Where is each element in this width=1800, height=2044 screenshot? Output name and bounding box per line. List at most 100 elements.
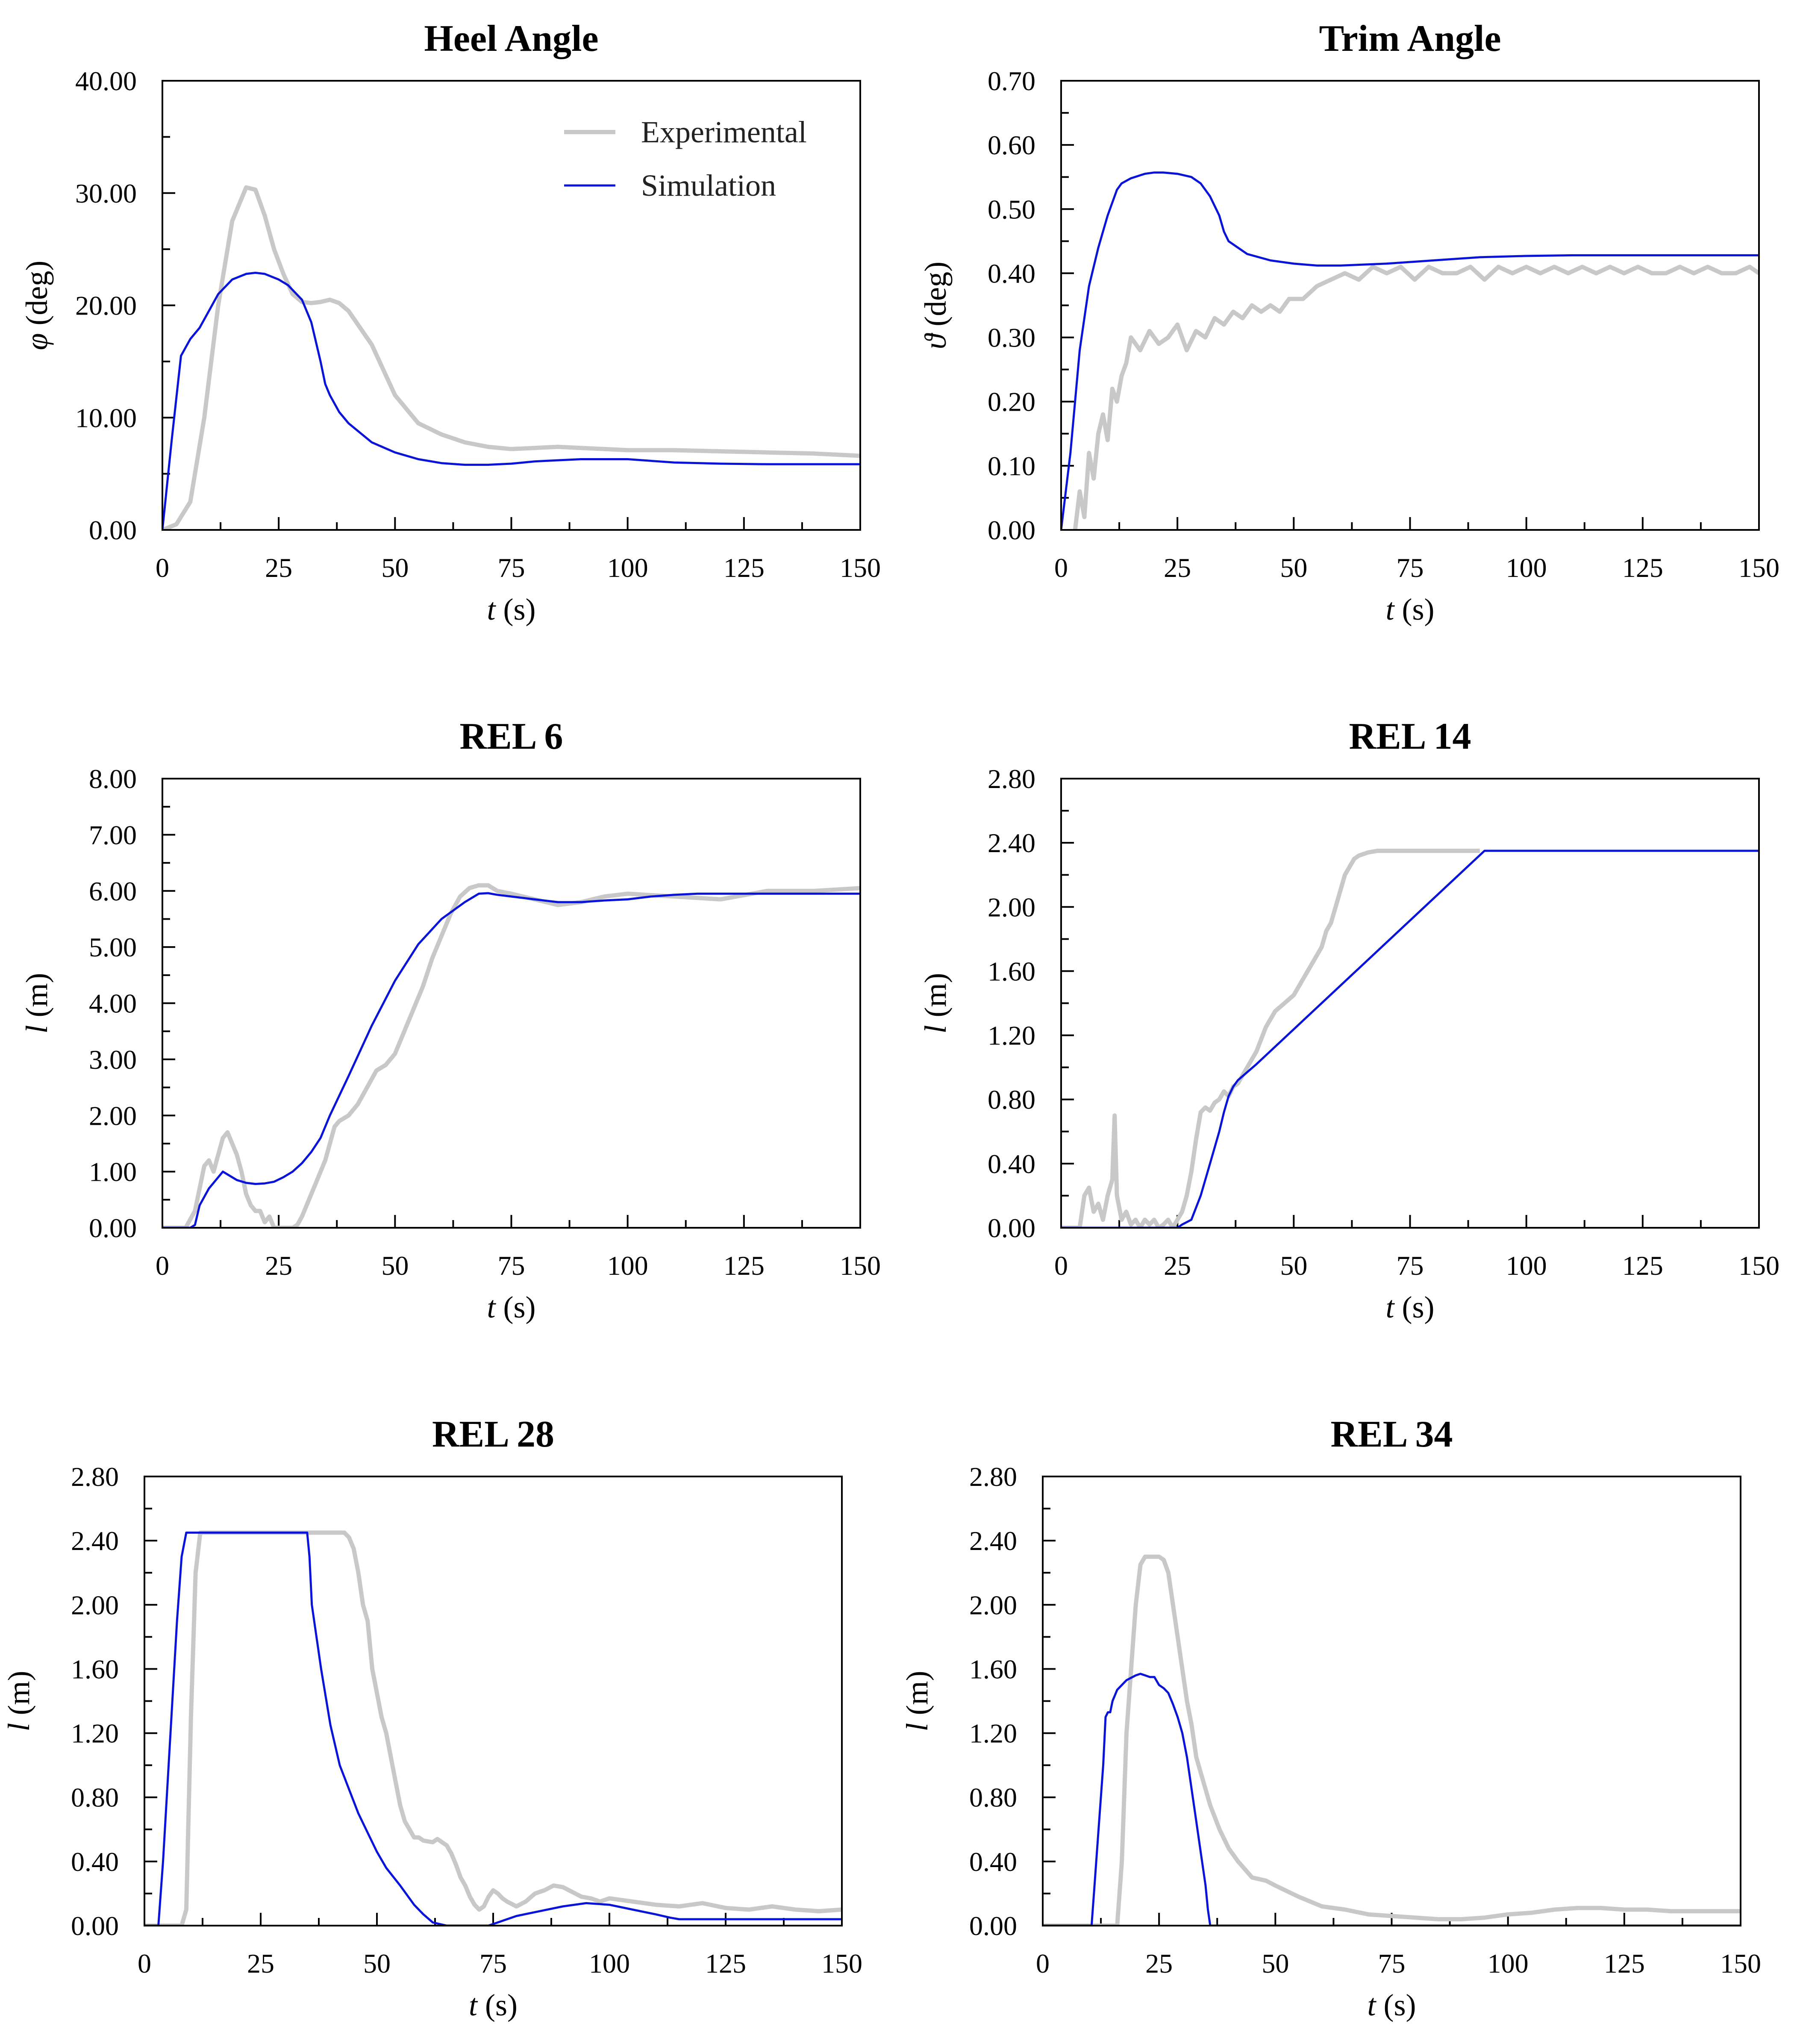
x-tick-label: 50 — [1280, 1250, 1307, 1281]
plot-frame — [1060, 778, 1760, 1229]
x-axis-label: t (s) — [1386, 1290, 1435, 1324]
experimental-series-line — [144, 1530, 842, 1926]
y-tick-label: 2.00 — [988, 892, 1035, 922]
chart-title: REL 34 — [1330, 1414, 1453, 1455]
simulation-series-line — [162, 892, 860, 1228]
plot-frame — [162, 778, 861, 1229]
simulation-series-line — [144, 1531, 842, 1926]
x-tick-label: 25 — [1164, 553, 1191, 583]
y-tick-label: 3.00 — [89, 1044, 137, 1075]
y-tick-label: 1.20 — [988, 1021, 1035, 1051]
chart-rel-34: REL 34 0 25 50 75 100 125 150 0.00 0.40 0.80 1.20 1.… — [900, 1414, 1761, 2022]
x-tick-label: 50 — [363, 1948, 391, 1979]
plot-frame — [144, 1476, 843, 1926]
experimental-series-line — [1073, 265, 1759, 530]
simulation-series-line — [162, 271, 860, 530]
y-tick-label: 0.40 — [988, 258, 1035, 288]
x-tick-label: 125 — [724, 1250, 765, 1281]
y-tick-label: 40.00 — [75, 66, 137, 96]
y-tick-label: 1.60 — [71, 1654, 119, 1684]
x-tick-label: 0 — [1054, 1250, 1068, 1281]
series-group — [144, 1530, 842, 1926]
y-tick-label: 0.40 — [988, 1149, 1035, 1179]
y-tick-label: 8.00 — [89, 764, 137, 794]
y-tick-label: 1.20 — [969, 1718, 1017, 1749]
y-tick-label: 2.80 — [71, 1462, 119, 1492]
x-tick-label: 150 — [840, 553, 881, 583]
y-axis-label: l (m) — [900, 1671, 934, 1732]
x-tick-label: 75 — [1397, 553, 1424, 583]
x-axis-label: t (s) — [1368, 1988, 1416, 2022]
experimental-series-line — [1043, 1554, 1741, 1926]
y-tick-label: 5.00 — [89, 932, 137, 962]
x-tick-label: 100 — [1488, 1948, 1529, 1979]
y-tick-label: 1.00 — [89, 1157, 137, 1187]
legend-experimental-label: Experimental — [641, 115, 807, 149]
series-group — [1061, 848, 1759, 1228]
chart-heel-angle: Heel Angle 0 25 50 75 100 125 150 0.00 10.00 20.00… — [20, 18, 881, 626]
y-tick-label: 0.50 — [988, 194, 1035, 224]
y-axis-label: l (m) — [20, 973, 54, 1034]
y-tick-label: 1.60 — [969, 1654, 1017, 1684]
x-tick-label: 50 — [381, 553, 409, 583]
plot-frame — [1042, 1476, 1741, 1926]
chart-title: Trim Angle — [1319, 18, 1501, 59]
x-tick-label: 75 — [498, 553, 525, 583]
x-tick-label: 150 — [1738, 1250, 1779, 1281]
y-tick-label: 20.00 — [75, 291, 137, 321]
x-tick-label: 100 — [589, 1948, 630, 1979]
x-tick-label: 50 — [1262, 1948, 1289, 1979]
y-tick-label: 4.00 — [89, 988, 137, 1019]
x-axis-label: t (s) — [469, 1988, 518, 2022]
y-tick-label: 1.20 — [71, 1718, 119, 1749]
y-axis-label: ϑ (deg) — [918, 262, 953, 349]
chart-title: Heel Angle — [424, 18, 598, 59]
x-tick-label: 100 — [607, 1250, 648, 1281]
y-tick-label: 0.00 — [71, 1911, 119, 1941]
y-tick-label: 0.80 — [988, 1085, 1035, 1115]
x-tick-label: 150 — [840, 1250, 881, 1281]
x-tick-label: 125 — [1622, 553, 1663, 583]
legend: Experimental Simulation — [564, 115, 807, 203]
chart-title: REL 6 — [459, 716, 563, 757]
y-tick-label: 0.00 — [89, 515, 137, 545]
x-tick-label: 25 — [1145, 1948, 1173, 1979]
y-tick-label: 0.10 — [988, 451, 1035, 481]
y-tick-label: 0.00 — [89, 1213, 137, 1243]
y-tick-label: 2.40 — [71, 1526, 119, 1556]
chart-rel-6: REL 6 0 25 50 75 100 125 150 0.00 1.00 2.00 3.00 4.0… — [20, 716, 881, 1324]
x-tick-label: 150 — [1738, 553, 1779, 583]
experimental-series-line — [162, 883, 860, 1228]
y-tick-label: 0.00 — [969, 1911, 1017, 1941]
simulation-series-line — [1061, 850, 1759, 1228]
x-tick-label: 0 — [156, 553, 169, 583]
series-group — [162, 883, 860, 1228]
chart-title: REL 14 — [1349, 716, 1471, 757]
x-tick-label: 25 — [265, 553, 292, 583]
x-tick-label: 125 — [1604, 1948, 1645, 1979]
y-tick-label: 0.80 — [71, 1782, 119, 1813]
y-tick-label: 2.40 — [988, 828, 1035, 858]
x-tick-label: 75 — [1397, 1250, 1424, 1281]
x-tick-label: 125 — [1622, 1250, 1663, 1281]
x-tick-label: 150 — [821, 1948, 862, 1979]
y-tick-label: 0.60 — [988, 130, 1035, 160]
x-tick-label: 125 — [724, 553, 765, 583]
x-tick-label: 25 — [265, 1250, 292, 1281]
x-tick-label: 100 — [1506, 1250, 1547, 1281]
y-tick-label: 30.00 — [75, 178, 137, 209]
x-tick-label: 75 — [1378, 1948, 1406, 1979]
y-tick-label: 2.00 — [969, 1590, 1017, 1620]
chart-title: REL 28 — [432, 1414, 554, 1455]
x-tick-label: 125 — [705, 1948, 746, 1979]
y-tick-label: 0.80 — [969, 1782, 1017, 1813]
x-tick-label: 0 — [156, 1250, 169, 1281]
x-tick-label: 0 — [1036, 1948, 1050, 1979]
experimental-series-line — [162, 185, 860, 530]
x-tick-label: 100 — [607, 553, 648, 583]
plot-frame — [1060, 80, 1760, 531]
y-axis-label: l (m) — [2, 1671, 36, 1732]
series-group — [162, 185, 860, 530]
y-axis-label: l (m) — [918, 973, 953, 1034]
